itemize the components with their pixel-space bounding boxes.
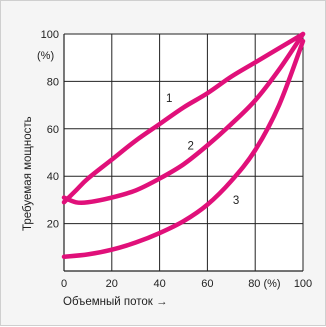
x-axis-label: Объемный поток → [63, 296, 168, 308]
axes: 0 20 40 60 80 (%) 100 20 40 60 80 100 [41, 29, 313, 290]
x-tick-label: 80 (%) [248, 278, 280, 290]
x-tick-label: 100 [294, 278, 312, 290]
y-unit-label: (%) [37, 50, 54, 62]
series-line-2 [61, 31, 306, 206]
series-line-3 [61, 38, 306, 260]
series-line-1 [61, 31, 306, 205]
y-tick-label: 100 [41, 29, 59, 41]
y-tick-label: 60 [47, 124, 59, 136]
grid [64, 33, 304, 271]
x-tick-label: 40 [153, 278, 165, 290]
x-tick-label: 20 [106, 278, 118, 290]
y-tick-label: 20 [47, 219, 59, 231]
series-label-1: 1 [166, 93, 172, 105]
y-tick-label: 80 [47, 76, 59, 88]
x-tick-label: 60 [201, 278, 213, 290]
series-label-2: 2 [187, 140, 193, 152]
labels: 1 2 3 [166, 93, 239, 207]
series-label-3: 3 [233, 195, 239, 207]
y-axis-label: Требуемая мощность [22, 116, 34, 231]
plot-area [64, 34, 303, 271]
curves [61, 31, 306, 260]
x-tick-label: 0 [61, 278, 67, 290]
y-tick-label: 40 [47, 171, 59, 183]
